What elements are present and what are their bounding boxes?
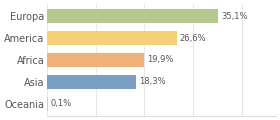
Text: 0,1%: 0,1% xyxy=(51,99,72,108)
Bar xyxy=(47,97,48,111)
Bar xyxy=(47,9,218,23)
Text: 26,6%: 26,6% xyxy=(179,34,206,43)
Text: 19,9%: 19,9% xyxy=(147,55,173,64)
Text: 35,1%: 35,1% xyxy=(221,12,247,21)
Bar xyxy=(47,31,177,45)
Bar xyxy=(47,75,136,89)
Text: 18,3%: 18,3% xyxy=(139,77,166,86)
Bar xyxy=(47,53,144,67)
